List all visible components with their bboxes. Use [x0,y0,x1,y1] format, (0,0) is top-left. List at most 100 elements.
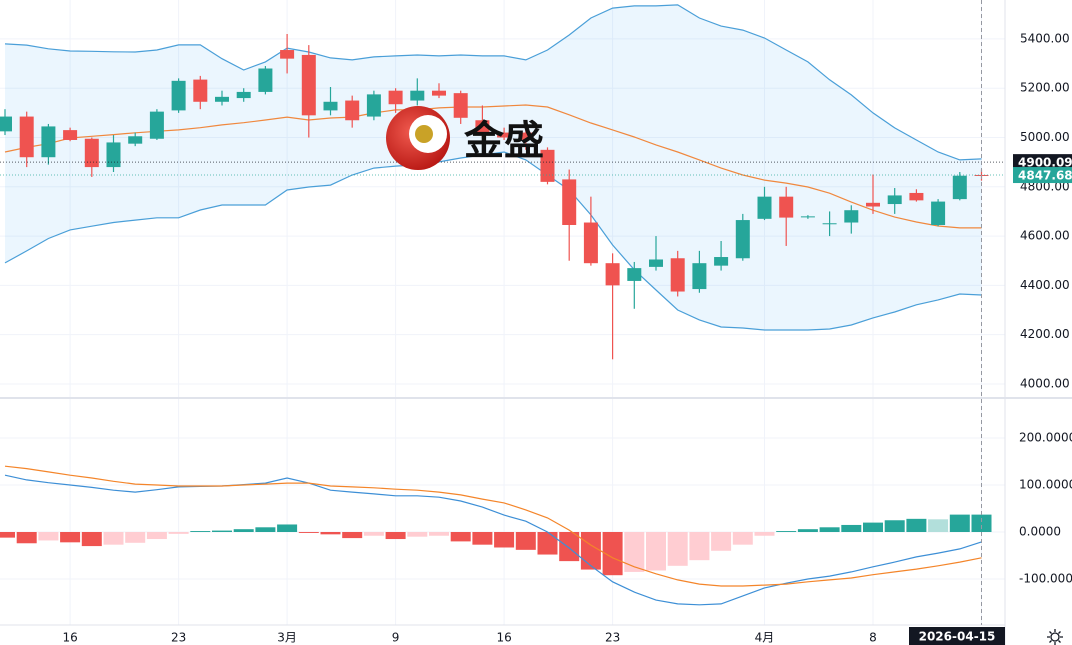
band-line [4,151,982,331]
x-tick-label: 2026-04-15 [919,630,996,644]
x-tick-label: 4月 [755,631,775,645]
candle-body [605,263,620,286]
histogram-bar [602,531,623,576]
histogram-bar [732,531,753,545]
candle-body [475,120,490,136]
candle-body [19,116,34,158]
band-line [4,4,982,161]
price-label: 4900.09 [1018,156,1072,170]
histogram-bar [971,514,992,532]
candle-body [735,220,750,259]
histogram-bar [667,531,688,566]
candle-body [432,90,446,96]
histogram-bar [689,531,710,561]
y-tick-label: 0.0000 [1019,524,1061,538]
candle-body [822,223,837,225]
histogram-bar [212,530,232,532]
y-tick-label: 200.0000 [1019,431,1072,445]
x-tick-label: 23 [605,631,620,645]
price-label: 4847.68 [1018,169,1072,183]
candle-body [670,258,685,292]
y-tick-label: 5200.00 [1020,81,1070,95]
histogram-bar [385,531,406,540]
histogram-bar [884,520,905,532]
watermark-text: 金盛 [463,118,544,164]
candle-body [497,132,512,138]
x-tick-label: 23 [171,631,186,645]
macd-line [4,474,982,606]
candle-body [41,126,56,158]
x-tick-box [909,627,1005,645]
histogram-bar [928,519,949,532]
candle-body [627,268,642,281]
candle-body [757,196,772,219]
histogram-bar [863,522,883,532]
histogram-bar [646,531,666,571]
histogram-bar [320,531,341,535]
histogram-bar [754,531,775,536]
candle-body [692,263,707,290]
histogram-bar [298,531,319,533]
x-tick-label: 3月 [277,631,297,645]
logo [415,125,433,143]
candle-body [540,149,555,182]
candle-body [301,54,316,116]
y-tick-label: 4200.00 [1020,327,1070,341]
candle-body [193,79,208,102]
histogram-bar [146,531,167,540]
watermark: 金盛 [386,106,544,170]
candle-body [410,90,425,101]
candle-body [714,257,729,266]
histogram-bar [125,531,146,543]
histogram-bar [776,531,797,532]
histogram-bar [537,531,558,555]
y-tick-label: 4600.00 [1020,229,1070,243]
y-tick-label: 4000.00 [1020,376,1070,390]
candle-body [388,90,403,105]
histogram-bar [515,531,536,550]
histogram-bar [559,531,580,562]
histogram-bar [81,531,102,547]
y-tick-label: 5000.00 [1020,130,1070,144]
candle-body [128,136,143,144]
histogram-bar [342,531,363,539]
histogram-bar [190,531,211,532]
settings-icon[interactable] [1047,629,1063,645]
candle-body [280,50,295,59]
candle-body [931,201,946,225]
y-tick-label: 4400.00 [1020,278,1070,292]
candle-body [258,68,273,92]
candle-body [887,195,902,205]
histogram-bar [819,527,840,532]
candle-body [779,196,794,218]
histogram-bar [429,531,449,536]
histogram-bar [103,531,124,545]
histogram-bar [624,531,645,572]
histogram-bar [16,531,37,544]
histogram-bar [277,524,298,532]
histogram-bar [580,531,601,570]
candle-body [844,210,859,223]
histogram-bar [711,531,732,551]
candle-body [84,138,99,168]
histogram-bar [450,531,471,542]
candle-body [345,100,360,121]
histogram-bar [168,531,189,534]
candle-body [952,175,967,200]
candle-body [366,94,381,117]
candle-body [323,101,338,111]
candle-body [149,111,164,139]
histogram-bar [797,529,818,532]
histogram-bar [407,531,428,537]
signal-line [4,465,982,587]
x-tick-label: 16 [62,631,77,645]
middle-line [4,104,982,229]
histogram-bar [906,518,927,532]
candle-body [106,142,121,168]
candle-body [518,132,533,140]
histogram-bar [841,524,862,532]
y-tick-label: -100.0000 [1019,571,1072,585]
x-tick-label: 9 [392,631,400,645]
plot [0,4,1005,606]
